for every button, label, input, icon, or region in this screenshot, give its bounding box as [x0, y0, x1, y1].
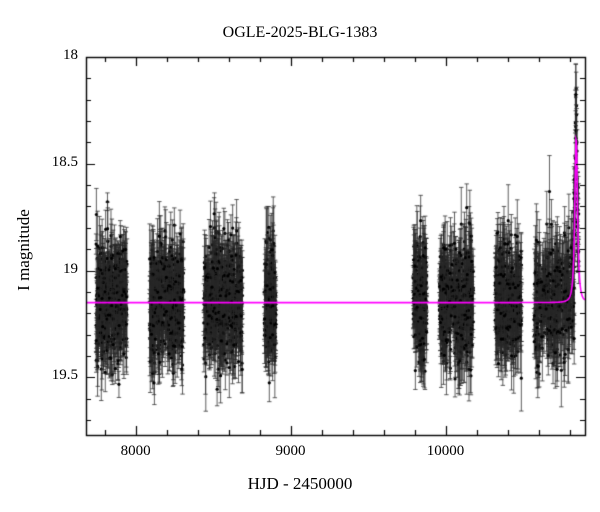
y-tick-label: 19 [63, 260, 78, 277]
x-tick-label: 9000 [275, 443, 306, 459]
x-axis-title: HJD - 2450000 [247, 474, 353, 493]
x-tick-label: 8000 [120, 443, 151, 459]
y-tick-label: 18.5 [51, 153, 78, 170]
y-tick-label: 18 [63, 47, 78, 63]
x-tick-label: 10000 [426, 443, 465, 459]
page-title: OGLE-2025-BLG-1383 [222, 24, 378, 41]
y-tick-label: 19.5 [51, 367, 78, 384]
y-axis-title: I magnitude [14, 209, 33, 291]
